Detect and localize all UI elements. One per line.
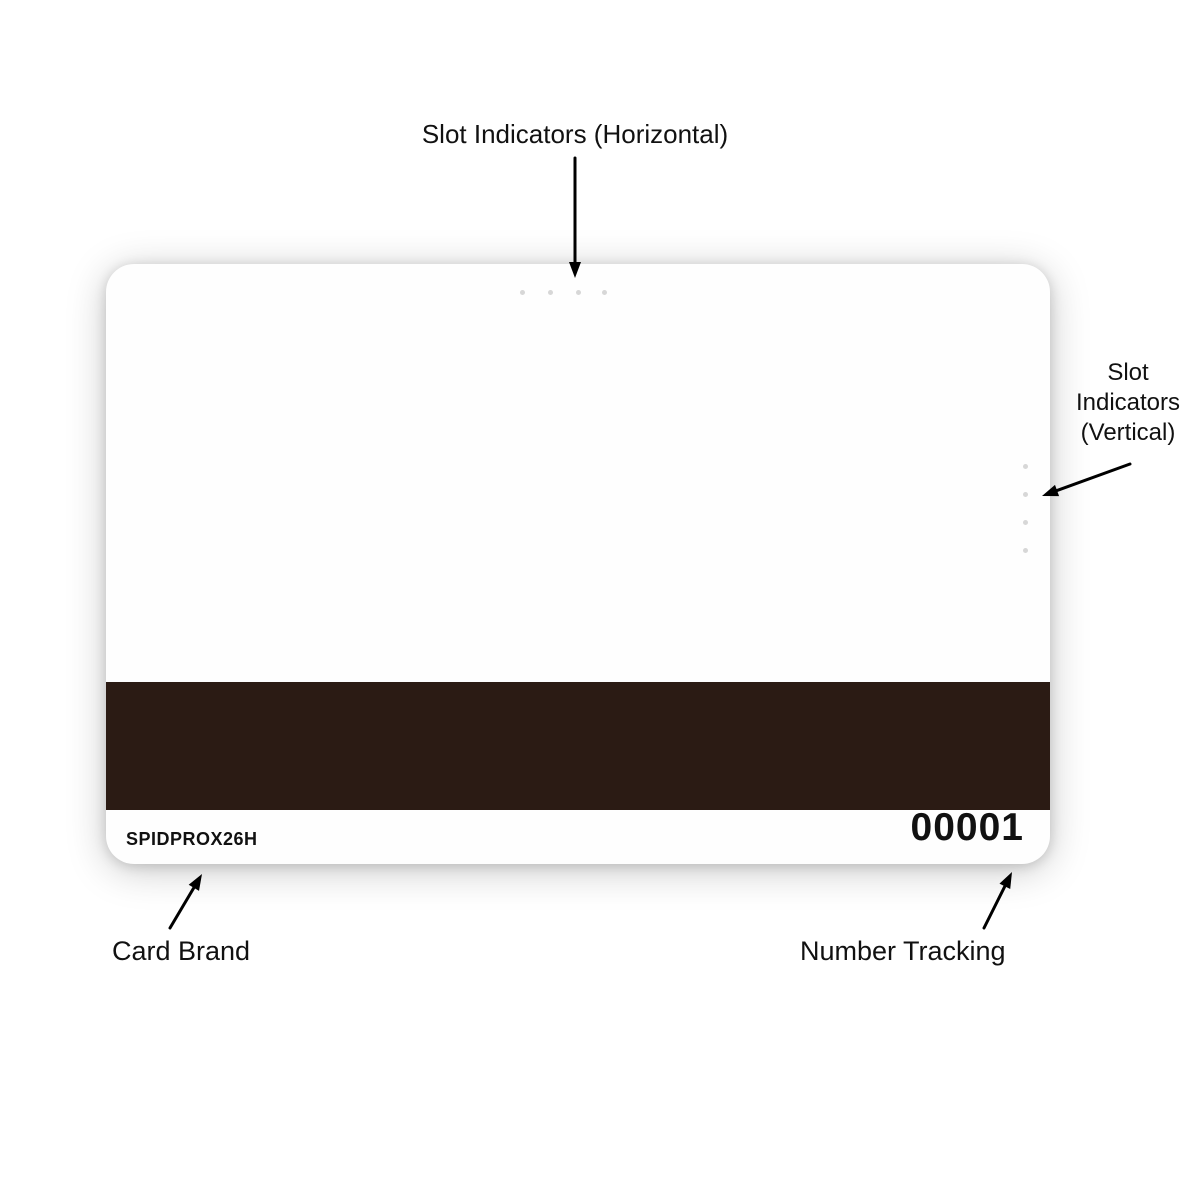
card-number-text: 00001 (911, 806, 1024, 850)
arrow-slot-horizontal (555, 138, 595, 298)
slot-dot (602, 290, 607, 295)
arrow-slot-vertical (1022, 444, 1150, 516)
label-slot-vertical: SlotIndicators(Vertical) (1063, 358, 1193, 448)
slot-dot (520, 290, 525, 295)
slot-dot (1023, 520, 1028, 525)
card-brand-text: SPIDPROX26H (126, 829, 258, 850)
arrow-number-tracking (964, 852, 1032, 948)
magnetic-stripe (106, 682, 1050, 810)
slot-dot (548, 290, 553, 295)
arrow-card-brand (150, 854, 222, 948)
diagram-canvas: SPIDPROX26H 00001 Slot Indicators (Horiz… (0, 0, 1201, 1201)
slot-dot (1023, 548, 1028, 553)
prox-card: SPIDPROX26H 00001 (106, 264, 1050, 864)
